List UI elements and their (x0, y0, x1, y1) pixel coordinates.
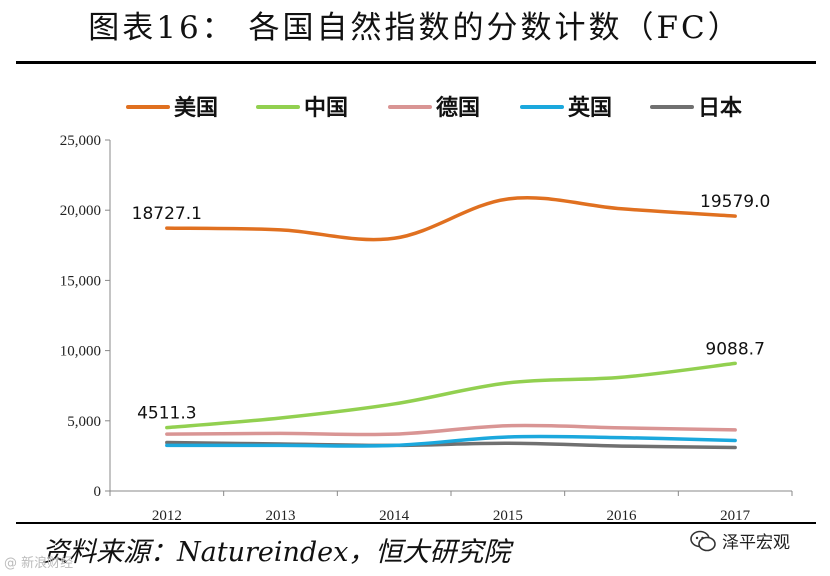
x-tick-label: 2014 (379, 508, 410, 522)
y-tick-label: 0 (94, 484, 102, 500)
logo-text: 泽平宏观 (722, 533, 790, 553)
legend-entry: 德国 (436, 95, 480, 121)
wechat-icon (690, 530, 716, 551)
top-rule (16, 61, 816, 64)
brand-logo: 泽平宏观 (690, 528, 790, 553)
data-label: 9088.7 (705, 339, 764, 359)
legend-entry: 美国 (174, 95, 218, 121)
legend-entry: 中国 (304, 96, 348, 121)
y-tick-label: 15,000 (60, 273, 101, 289)
source-note: 资料来源：Natureindex，恒大研究院 (42, 537, 511, 568)
x-tick-label: 2012 (152, 508, 182, 522)
series-line-英国 (165, 434, 737, 448)
y-tick-label: 5,000 (67, 414, 101, 430)
watermark: @ 新浪财经 (4, 556, 74, 571)
x-tick-label: 2016 (607, 508, 638, 522)
y-tick-label: 20,000 (60, 203, 101, 219)
x-tick-label: 2015 (493, 508, 523, 522)
series-line-中国 (165, 361, 737, 430)
data-label: 18727.1 (132, 204, 202, 224)
x-tick-label: 2013 (266, 508, 296, 522)
x-tick-label: 2017 (720, 508, 751, 522)
line-chart: 0 5,000 10,000 15,000 20,000 25,000 2012 2013 20… (60, 95, 793, 522)
y-tick-label: 25,000 (60, 133, 101, 149)
data-label: 4511.3 (137, 404, 196, 424)
chart-title: 图表16： 各国自然指数的分数计数（FC） (88, 10, 742, 46)
bottom-rule (16, 522, 816, 524)
series-line-德国 (165, 423, 737, 437)
series-line-美国 (165, 196, 737, 242)
legend-entry: 英国 (568, 96, 612, 121)
y-tick-label: 10,000 (60, 344, 101, 360)
legend-entry: 日本 (698, 96, 742, 121)
data-label: 19579.0 (700, 192, 770, 212)
